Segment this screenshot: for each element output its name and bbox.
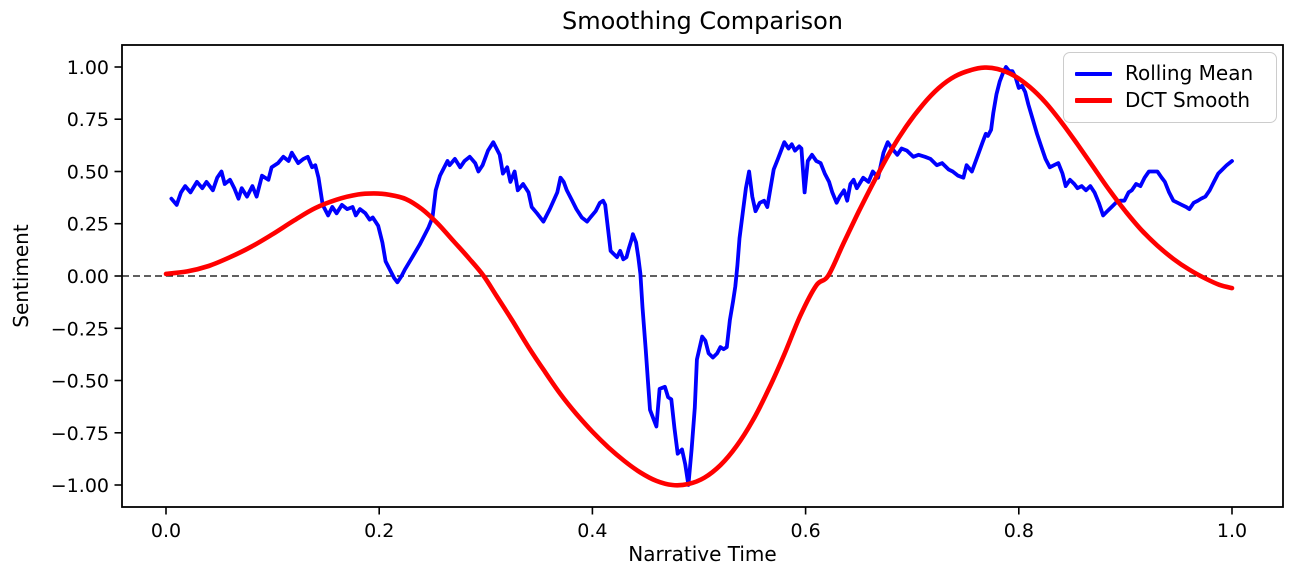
y-axis-group: 1.00 0.75 0.50 0.25 0.00 −0.25 −0.50 −0.75 −1.00	[51, 57, 122, 497]
chart-title: Smoothing Comparison	[561, 7, 844, 35]
y-tick-label: 0.00	[67, 266, 109, 288]
y-tick-label: 0.75	[67, 109, 109, 131]
dct-smooth-line-swatch	[1075, 98, 1112, 103]
y-tick-label: −0.50	[51, 371, 109, 393]
legend-entry-label: DCT Smooth	[1125, 88, 1251, 112]
y-tick-label: −1.00	[51, 475, 109, 497]
y-tick-label: 0.25	[67, 214, 109, 236]
y-tick-label: 1.00	[67, 57, 109, 79]
y-tick-label: 0.50	[67, 162, 109, 184]
rolling-mean-line-swatch	[1075, 71, 1112, 76]
x-tick-label: 1.0	[1217, 520, 1247, 542]
x-tick-label: 0.0	[151, 520, 181, 542]
y-tick-label: −0.75	[51, 423, 109, 445]
series-line-rolling-mean	[169, 65, 1234, 487]
legend-entry-rolling-mean: Rolling Mean	[1075, 60, 1276, 87]
series-group	[163, 65, 1235, 488]
x-tick-label: 0.4	[577, 520, 607, 542]
legend: Rolling Mean DCT Smooth	[1063, 52, 1277, 123]
x-axis-label: Narrative Time	[628, 542, 777, 566]
x-tick-label: 0.8	[1004, 520, 1034, 542]
y-axis-label: Sentiment	[9, 224, 33, 328]
legend-entry-dct-smooth: DCT Smooth	[1075, 87, 1276, 114]
legend-entry-label: Rolling Mean	[1125, 61, 1254, 85]
x-axis-group: 0.0 0.2 0.4 0.6 0.8 1.0	[151, 507, 1247, 542]
y-tick-label: −0.25	[51, 318, 109, 340]
x-tick-label: 0.2	[364, 520, 394, 542]
series-line-dct-smooth	[163, 65, 1235, 488]
x-tick-label: 0.6	[790, 520, 820, 542]
